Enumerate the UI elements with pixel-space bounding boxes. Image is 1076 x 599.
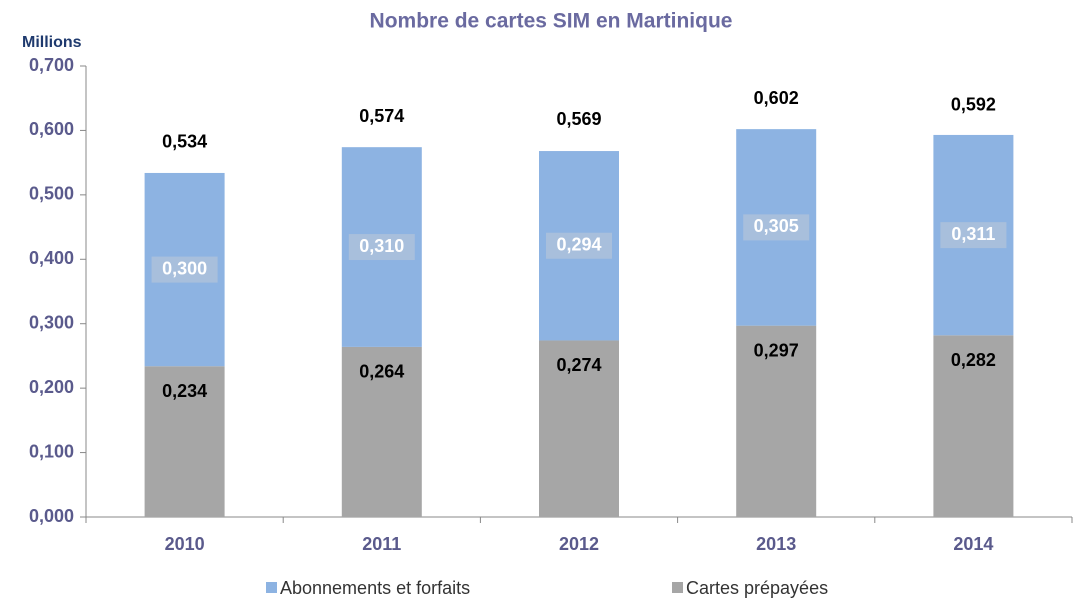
value-label: 0,305 — [754, 216, 799, 236]
y-tick-label: 0,200 — [29, 377, 74, 397]
value-label: 0,294 — [556, 235, 601, 255]
value-label: 0,297 — [754, 340, 799, 360]
value-label: 0,310 — [359, 236, 404, 256]
value-label: 0,300 — [162, 258, 207, 278]
y-tick-label: 0,000 — [29, 506, 74, 526]
y-tick-label: 0,500 — [29, 184, 74, 204]
total-label: 0,569 — [556, 109, 601, 129]
x-tick-label: 2014 — [953, 534, 993, 554]
total-label: 0,602 — [754, 88, 799, 108]
bar-segment — [736, 325, 817, 517]
y-axis-label: Millions — [22, 34, 82, 51]
legend-label: Abonnements et forfaits — [280, 578, 470, 598]
y-tick-label: 0,100 — [29, 441, 74, 461]
legend-swatch — [672, 582, 683, 593]
label-bg — [151, 256, 218, 283]
bar-segment — [144, 366, 225, 517]
x-tick-label: 2010 — [165, 534, 205, 554]
label-bg — [940, 222, 1007, 249]
label-bg — [546, 232, 612, 259]
total-label: 0,592 — [951, 94, 996, 114]
y-tick-label: 0,400 — [29, 248, 74, 268]
chart-title: Nombre de cartes SIM en Martinique — [370, 10, 733, 33]
y-tick-label: 0,300 — [29, 312, 74, 332]
total-label: 0,574 — [359, 106, 404, 126]
x-tick-label: 2013 — [756, 534, 796, 554]
legend-swatch — [266, 582, 277, 593]
y-tick-label: 0,700 — [29, 55, 74, 75]
total-label: 0,534 — [162, 132, 207, 152]
y-tick-label: 0,600 — [29, 119, 74, 139]
bar-segment — [341, 346, 422, 517]
x-tick-label: 2012 — [559, 534, 599, 554]
bar-segment — [539, 340, 619, 517]
label-bg — [348, 234, 415, 261]
label-bg — [743, 214, 810, 241]
value-label: 0,282 — [951, 350, 996, 370]
x-tick-label: 2011 — [362, 534, 401, 554]
bar-segment — [933, 335, 1014, 517]
value-label: 0,311 — [951, 224, 995, 244]
value-label: 0,264 — [359, 362, 404, 382]
legend-label: Cartes prépayées — [686, 578, 828, 598]
value-label: 0,234 — [162, 381, 207, 401]
value-label: 0,274 — [556, 355, 601, 375]
